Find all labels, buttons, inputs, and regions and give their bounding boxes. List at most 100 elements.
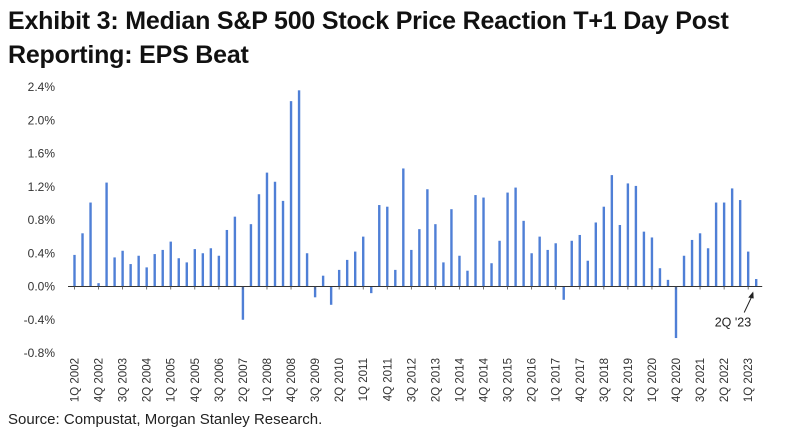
bar <box>682 255 686 287</box>
annotation: 2Q '23 <box>715 291 754 330</box>
bar <box>706 248 710 287</box>
bar <box>610 175 614 287</box>
bar <box>442 262 445 287</box>
bar <box>474 195 477 287</box>
bar <box>137 255 140 287</box>
x-tick-label: 2Q 2013 <box>430 358 442 402</box>
x-tick-label: 1Q 2017 <box>551 358 563 402</box>
bar <box>586 260 589 287</box>
bar <box>642 231 646 287</box>
x-tick-label: 1Q 2023 <box>743 358 755 402</box>
y-axis-labels: 2.4% 2.0% 1.6% 1.2% 0.8% 0.4% 0.0% -0.4% -0.8% <box>24 80 56 360</box>
x-tick-label: 1Q 2020 <box>647 358 659 402</box>
bar <box>658 268 662 287</box>
bar <box>698 233 702 287</box>
bar <box>402 168 405 287</box>
bar <box>370 286 373 294</box>
x-tick-label: 2Q 2016 <box>527 358 539 402</box>
bar <box>626 183 630 287</box>
bar <box>233 216 237 287</box>
bar <box>345 259 349 287</box>
bar <box>602 206 606 287</box>
bar <box>722 202 726 287</box>
bar <box>450 209 453 287</box>
bar <box>121 250 124 287</box>
x-tick-label: 4Q 2002 <box>94 358 106 402</box>
source-note: Source: Compustat, Morgan Stanley Resear… <box>8 411 323 428</box>
x-tick-label: 3Q 2012 <box>406 358 418 402</box>
bar-chart: 2.4% 2.0% 1.6% 1.2% 0.8% 0.4% 0.0% -0.4% -0.8% 1… <box>24 80 763 402</box>
x-tick-label: 3Q 2015 <box>503 358 515 402</box>
bar <box>755 279 758 287</box>
bar <box>466 270 469 287</box>
x-tick-label: 2Q 2019 <box>623 358 635 402</box>
bar <box>129 264 132 287</box>
bar <box>674 286 678 339</box>
bar <box>321 275 325 287</box>
bar <box>161 249 164 287</box>
x-tick-label: 4Q 2017 <box>575 358 587 402</box>
bar <box>650 237 654 287</box>
x-tick-label: 4Q 2008 <box>286 358 298 402</box>
x-tick-label: 3Q 2006 <box>214 358 226 402</box>
bar <box>490 263 493 287</box>
bar <box>362 236 365 287</box>
bar <box>201 253 205 287</box>
chart-title: Exhibit 3: Median S&P 500 Stock Price Re… <box>8 7 729 69</box>
bar <box>153 254 156 287</box>
y-tick-label: 2.0% <box>28 113 56 127</box>
bar <box>394 269 397 287</box>
bar <box>313 286 317 298</box>
bar <box>434 224 437 287</box>
bars <box>73 90 758 339</box>
y-tick-label: 1.2% <box>28 180 56 194</box>
bar <box>281 200 285 287</box>
bar <box>666 279 670 287</box>
bar <box>193 249 196 287</box>
bar <box>570 240 573 287</box>
bar <box>530 253 533 287</box>
y-tick-label: 1.6% <box>28 147 56 161</box>
x-tick-label: 4Q 2020 <box>671 358 683 402</box>
bar <box>498 240 501 287</box>
bar <box>426 189 429 287</box>
bar <box>410 249 413 287</box>
x-tick-label: 4Q 2014 <box>479 357 491 402</box>
bar <box>634 185 638 287</box>
bar <box>97 283 100 287</box>
bar <box>562 286 565 300</box>
bar <box>297 90 301 287</box>
x-tick-label: 3Q 2003 <box>118 358 130 402</box>
bar <box>418 229 421 287</box>
bar <box>289 101 293 287</box>
bar <box>169 241 172 287</box>
bar <box>578 234 581 287</box>
bar <box>554 243 557 287</box>
bar <box>482 197 485 287</box>
bar <box>738 200 742 287</box>
bar <box>378 205 381 287</box>
bar <box>81 233 84 287</box>
x-tick-label: 2Q 2004 <box>142 357 154 402</box>
bar <box>618 224 622 287</box>
x-axis-labels: 1Q 2002 4Q 2002 3Q 2003 2Q 2004 1Q 2005 4Q 20… <box>70 357 756 402</box>
x-tick-label: 1Q 2005 <box>166 358 178 402</box>
y-tick-label: -0.8% <box>24 346 56 360</box>
bar <box>714 202 718 287</box>
x-tick-label: 1Q 2008 <box>262 358 274 402</box>
y-tick-label: 0.8% <box>28 213 56 227</box>
bar <box>514 187 517 287</box>
bar <box>265 172 269 287</box>
bar <box>522 220 525 287</box>
bar <box>185 262 188 287</box>
bar <box>249 224 253 287</box>
y-tick-label: 2.4% <box>28 80 56 94</box>
bar <box>546 249 549 287</box>
bar <box>225 229 229 287</box>
bar <box>730 188 734 287</box>
bar <box>177 258 180 287</box>
bar <box>594 222 597 287</box>
x-axis-ticks <box>74 286 749 290</box>
bar <box>458 255 461 287</box>
bar <box>746 251 750 287</box>
